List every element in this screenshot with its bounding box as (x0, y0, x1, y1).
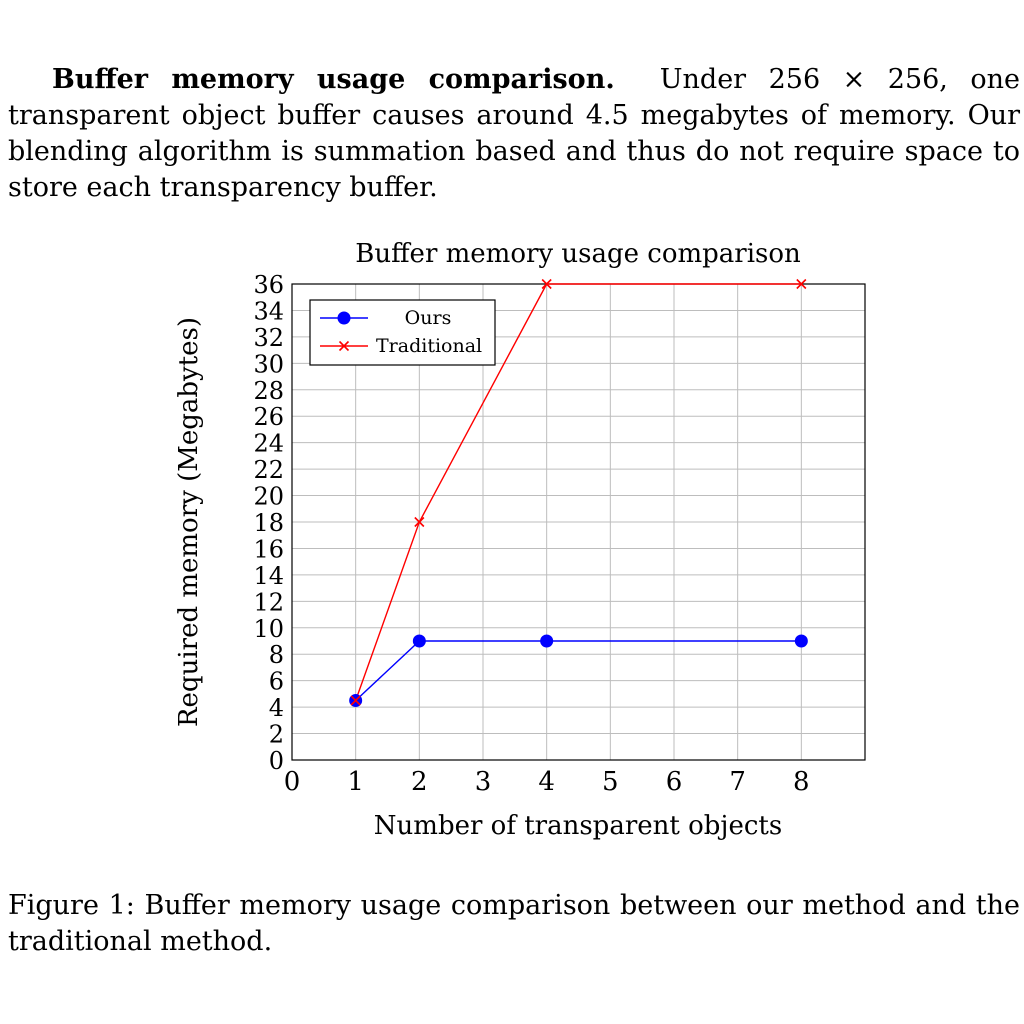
y-tick-label: 4 (269, 694, 284, 722)
paragraph-lead: Buffer memory usage comparison. (52, 64, 615, 95)
data-point-traditional (541, 278, 552, 290)
x-tick-label: 4 (538, 767, 555, 797)
axes: 0 1 2 3 4 5 6 7 80246810121416182022242628303234… (253, 271, 866, 797)
x-tick-label: 0 (284, 767, 301, 797)
legend-box (309, 299, 496, 366)
series-layer (349, 278, 808, 707)
y-tick-label: 6 (269, 668, 284, 696)
x-tick-label: 5 (602, 767, 619, 797)
y-tick-label: 16 (253, 535, 284, 563)
legend-label: Ours (405, 307, 452, 329)
y-tick-label: 2 (269, 721, 284, 749)
y-tick-label: 36 (253, 271, 284, 299)
y-tick-label: 8 (269, 641, 284, 669)
data-point-ours (794, 634, 808, 648)
data-point-ours (540, 634, 554, 648)
x-axis-label: Number of transparent objects (374, 811, 782, 841)
chart-title: Buffer memory usage comparison (355, 239, 801, 269)
x-tick-label: 2 (411, 767, 428, 797)
paragraph-body: Under 256 × 256, one transparent object … (8, 64, 1021, 203)
x-tick-label: 1 (347, 767, 364, 797)
x-tick-label: 6 (666, 767, 683, 797)
y-tick-label: 14 (253, 562, 284, 590)
data-point-ours (412, 634, 426, 648)
y-tick-label: 32 (253, 324, 284, 352)
y-tick-label: 28 (253, 377, 284, 405)
legend-marker (338, 340, 350, 352)
data-point-traditional (796, 278, 807, 290)
legend-marker (337, 311, 351, 325)
x-tick-label: 8 (793, 767, 810, 797)
figure-caption: Figure 1: Buffer memory usage comparison… (8, 890, 1020, 957)
y-tick-label: 20 (253, 483, 284, 511)
y-tick-label: 24 (253, 430, 284, 458)
x-tick-label: 3 (475, 767, 492, 797)
y-tick-label: 10 (253, 615, 284, 643)
body-paragraph: Buffer memory usage comparison. Under 25… (8, 62, 1020, 206)
series-line-ours (355, 640, 802, 702)
x-tick-label: 7 (729, 767, 746, 797)
y-tick-label: 0 (269, 747, 284, 775)
y-tick-label: 12 (253, 588, 284, 616)
data-point-traditional (414, 516, 425, 528)
y-tick-label: 26 (253, 403, 284, 431)
y-axis-label: Required memory (Megabytes) (174, 317, 204, 727)
y-tick-label: 30 (253, 350, 284, 378)
legend-label: Traditional (376, 335, 482, 357)
data-point-traditional (350, 695, 361, 706)
y-tick-label: 18 (253, 509, 284, 537)
legend: Ours Traditional (309, 299, 496, 366)
series-line-traditional (355, 283, 802, 701)
y-tick-label: 22 (253, 456, 284, 484)
y-tick-label: 34 (253, 297, 284, 325)
